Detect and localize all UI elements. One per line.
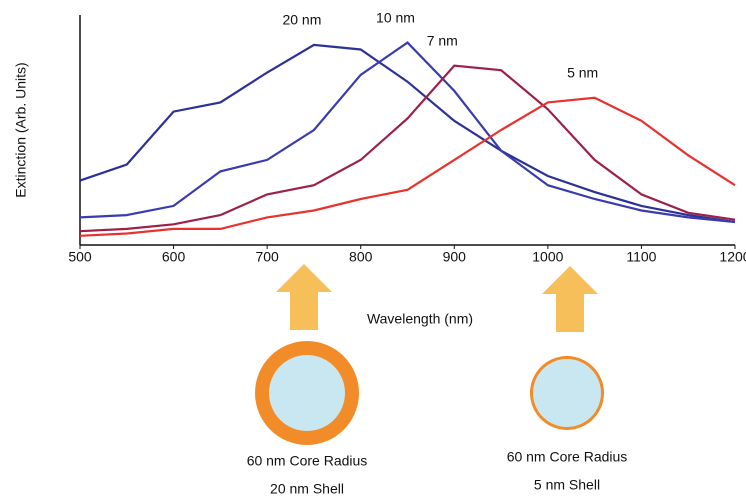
x-tick-label: 900 [443, 249, 467, 265]
x-tick-label: 1000 [532, 249, 563, 265]
x-tick-label: 600 [162, 249, 186, 265]
annotation: 60 nm Core Radius [507, 449, 628, 465]
x-tick-label: 800 [349, 249, 373, 265]
series-label: 7 nm [427, 32, 458, 48]
particles [255, 341, 604, 445]
annotation: 60 nm Core Radius [247, 453, 368, 469]
x-tick-label: 1100 [626, 249, 656, 265]
annotation: 20 nm Shell [270, 481, 344, 497]
y-axis-label: Extinction (Arb. Units) [13, 62, 29, 197]
series-line [79, 96, 736, 237]
annotation: 5 nm Shell [534, 477, 600, 493]
x-tick-label: 700 [255, 249, 279, 265]
series-line [79, 41, 736, 224]
series-line [79, 43, 736, 224]
series-label: 20 nm [282, 12, 321, 28]
x-tick-label: 500 [68, 249, 92, 265]
series-label: 5 nm [567, 65, 598, 81]
x-axis-label: Wavelength (nm) [367, 311, 473, 327]
series-line [79, 64, 736, 233]
series-label: 10 nm [376, 9, 415, 25]
x-tick-label: 1200 [719, 249, 746, 265]
arrows [276, 264, 598, 332]
